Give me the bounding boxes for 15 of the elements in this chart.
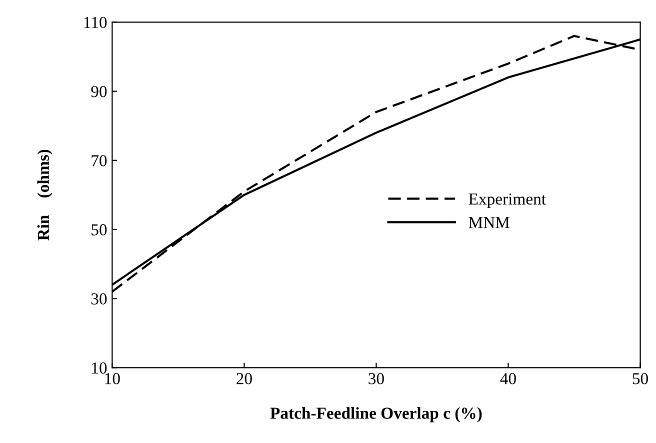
x-tick-label: 10 (105, 373, 120, 384)
y-axis-title: Rin (ohms) (37, 150, 52, 240)
x-tick-label: 20 (236, 373, 252, 384)
legend-label: Experiment (468, 193, 546, 208)
y-tick-label: 70 (92, 155, 107, 166)
legend-label: MNM (468, 217, 510, 228)
y-tick-label: 10 (92, 362, 107, 374)
y-tick-label: 30 (91, 293, 107, 305)
y-tick-label: 50 (92, 224, 107, 236)
x-tick-label: 50 (632, 373, 648, 384)
y-tick-label: 110 (84, 16, 107, 28)
x-axis-title: Patch-Feedline Overlap c (%) (270, 407, 482, 422)
x-tick-label: 30 (368, 373, 384, 384)
x-tick-label: 40 (500, 373, 516, 384)
y-tick-label: 90 (91, 86, 107, 98)
